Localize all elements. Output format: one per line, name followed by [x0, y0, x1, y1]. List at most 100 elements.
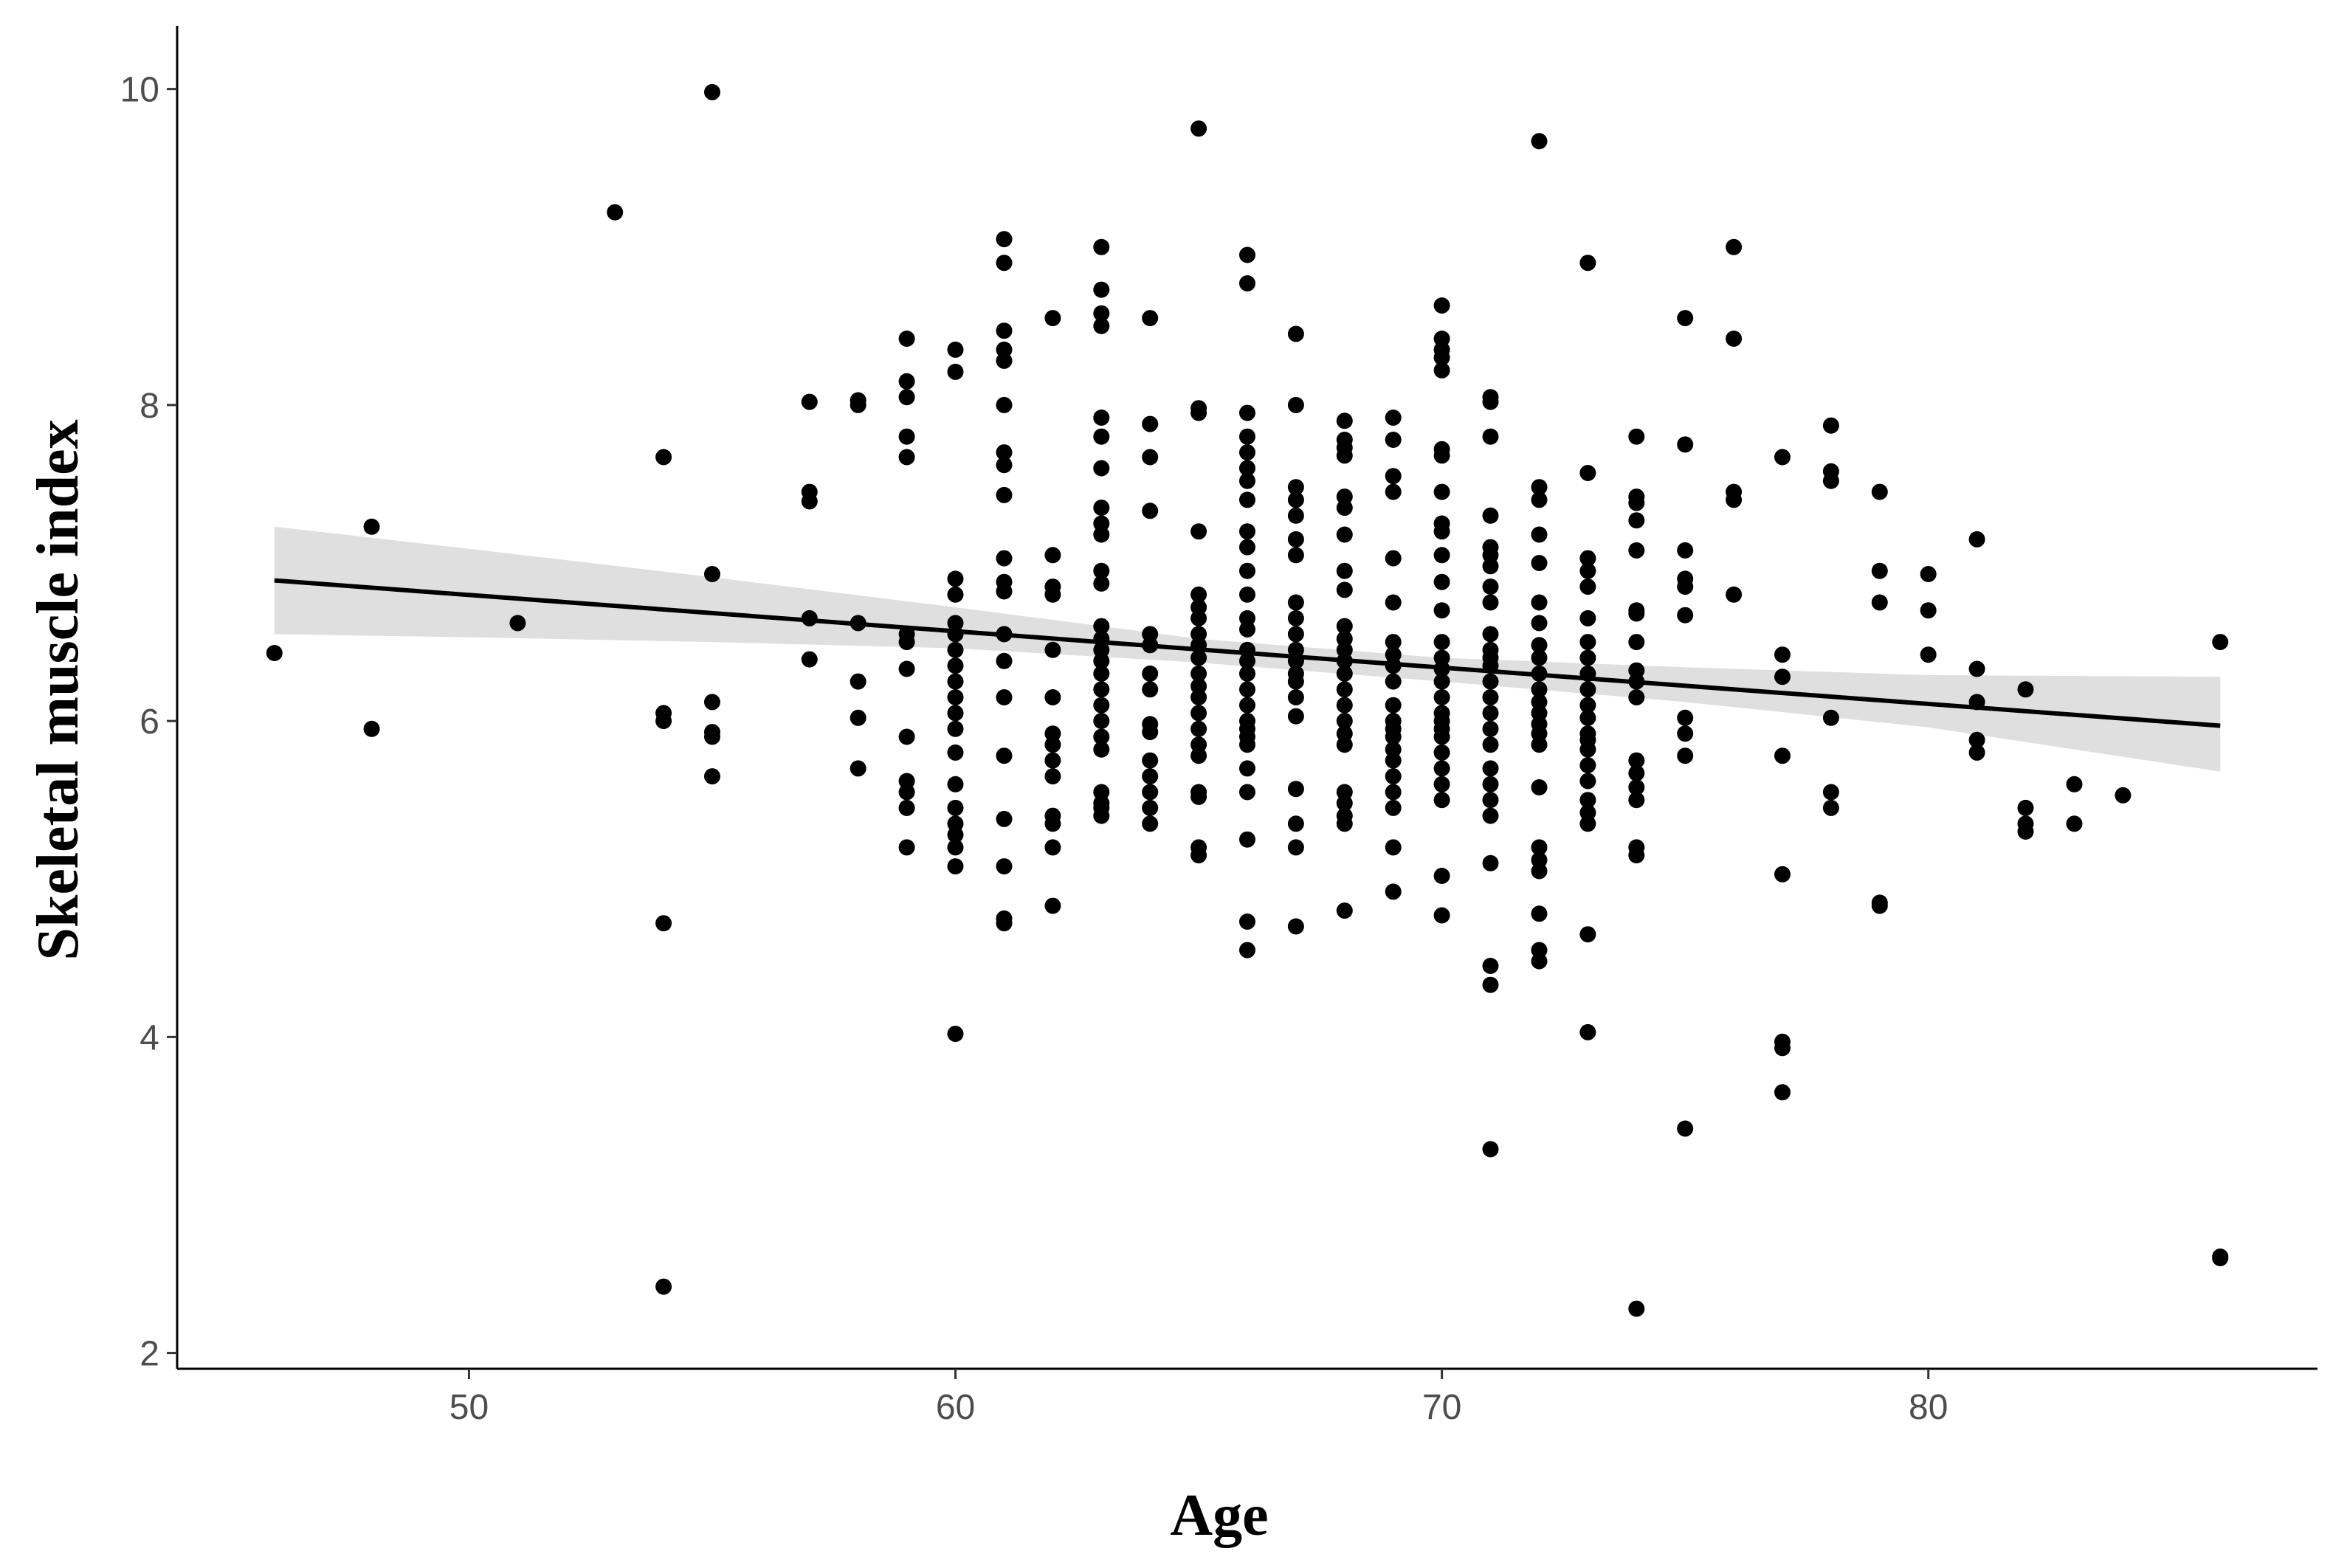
data-point	[947, 363, 964, 380]
data-point	[1142, 724, 1159, 741]
data-point	[1093, 500, 1110, 517]
data-point	[1531, 133, 1548, 150]
data-point	[947, 776, 964, 792]
data-point	[1482, 689, 1499, 705]
data-point	[1239, 562, 1255, 579]
data-point	[1433, 907, 1450, 924]
data-point	[1482, 705, 1499, 722]
data-point	[1482, 720, 1499, 737]
data-point	[1531, 736, 1548, 753]
data-point	[1336, 736, 1353, 753]
data-point	[947, 626, 964, 643]
data-point	[947, 826, 964, 843]
data-point	[1774, 866, 1791, 883]
axes-layer	[176, 26, 2318, 1370]
data-point	[1385, 883, 1402, 900]
data-point	[1531, 649, 1548, 666]
data-point	[996, 747, 1013, 764]
data-point	[898, 331, 915, 347]
data-point	[1482, 776, 1499, 792]
data-point	[1871, 594, 1888, 611]
data-point	[996, 810, 1013, 827]
data-point	[1142, 784, 1159, 801]
data-point	[1385, 799, 1402, 816]
x-tick-label: 70	[1422, 1388, 1461, 1427]
data-point	[947, 705, 964, 722]
data-point	[1579, 773, 1596, 790]
data-point	[1628, 689, 1645, 705]
data-point	[1239, 913, 1255, 930]
data-point	[1287, 689, 1304, 705]
data-point	[1579, 926, 1596, 943]
data-point	[996, 322, 1013, 339]
data-point	[1287, 547, 1304, 564]
data-point	[1628, 634, 1645, 651]
data-point	[996, 255, 1013, 272]
data-point	[1677, 578, 1694, 595]
data-point	[1287, 781, 1304, 798]
data-point	[1385, 752, 1402, 769]
data-point	[1433, 349, 1450, 366]
data-point	[1093, 428, 1110, 445]
data-point	[1044, 547, 1061, 564]
data-point	[947, 744, 964, 761]
data-point	[1093, 575, 1110, 592]
data-point	[704, 694, 720, 711]
data-point	[1579, 465, 1596, 481]
data-point	[1433, 602, 1450, 619]
data-point	[1336, 713, 1353, 730]
data-point	[1531, 905, 1548, 922]
data-point	[1774, 449, 1791, 466]
data-point	[1190, 788, 1207, 805]
data-point	[947, 799, 964, 816]
data-point	[1433, 689, 1450, 705]
data-point	[996, 858, 1013, 875]
data-point	[1726, 491, 1743, 508]
data-point	[1239, 652, 1255, 669]
data-point	[1336, 681, 1353, 698]
data-point	[1433, 447, 1450, 464]
data-point	[1239, 491, 1255, 508]
data-point	[655, 449, 672, 466]
data-point	[655, 915, 672, 932]
data-point	[1482, 1141, 1499, 1158]
data-point	[1142, 449, 1159, 466]
data-point	[1287, 626, 1304, 643]
data-point	[1239, 428, 1255, 445]
data-point	[1579, 757, 1596, 774]
data-point	[1822, 472, 1839, 489]
data-point	[1287, 531, 1304, 548]
data-point	[1433, 673, 1450, 690]
data-point	[1579, 815, 1596, 832]
data-point	[1336, 447, 1353, 464]
data-point	[1531, 594, 1548, 611]
data-point	[1142, 665, 1159, 682]
data-point	[1239, 784, 1255, 801]
data-point	[1433, 868, 1450, 884]
data-point	[1336, 795, 1353, 812]
data-point	[996, 396, 1013, 413]
data-point	[1239, 665, 1255, 682]
data-point	[1336, 665, 1353, 682]
data-point	[1628, 779, 1645, 795]
data-point	[1190, 847, 1207, 864]
data-point	[1628, 494, 1645, 511]
data-point	[1482, 428, 1499, 445]
data-point	[1093, 562, 1110, 579]
data-point	[1482, 673, 1499, 690]
data-point	[898, 728, 915, 745]
data-point	[607, 204, 624, 221]
data-point	[1336, 500, 1353, 517]
data-point	[1190, 120, 1207, 137]
data-point	[1336, 902, 1353, 919]
data-point	[1871, 562, 1888, 579]
data-point	[1628, 1300, 1645, 1317]
data-point	[1482, 760, 1499, 777]
data-point	[1044, 839, 1061, 856]
data-point	[1385, 483, 1402, 500]
data-point	[1239, 942, 1255, 959]
data-point	[1822, 784, 1839, 801]
data-point	[1385, 410, 1402, 426]
data-point	[850, 673, 866, 690]
data-point	[1336, 526, 1353, 543]
